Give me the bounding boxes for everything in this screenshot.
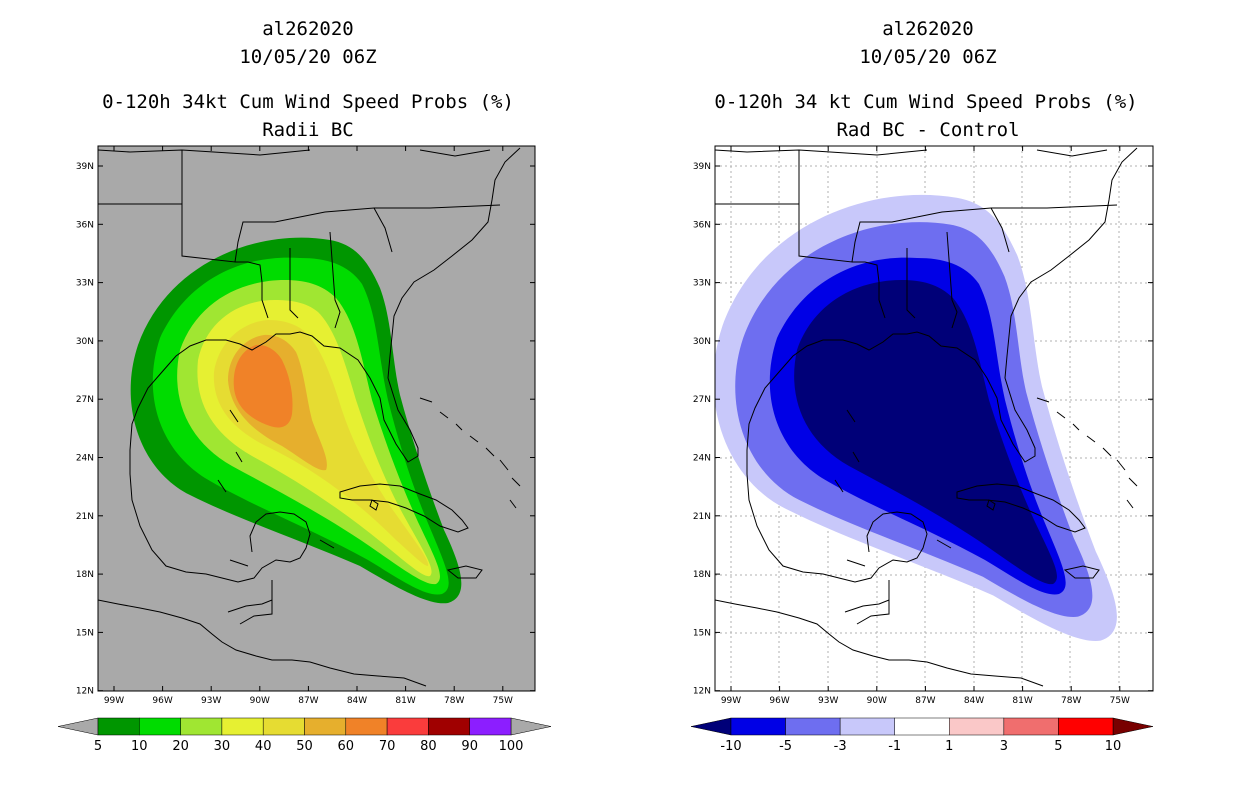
left-lat-label: 39N: [76, 162, 94, 172]
left-lat-label: 15N: [76, 628, 94, 638]
left-lon-label: 96W: [152, 696, 172, 706]
right-lon-label: 78W: [1061, 696, 1081, 706]
right-datetime: 10/05/20 06Z: [859, 46, 997, 68]
right-colorbar-swatch: [730, 717, 786, 736]
left-colorbar-swatch: [386, 717, 429, 736]
left-colorbar-label: 70: [379, 739, 396, 754]
right-lat-label: 33N: [693, 279, 711, 289]
left-lat-label: 30N: [76, 337, 94, 347]
left-lat-label: 18N: [76, 570, 94, 580]
right-colorbar-label: -1: [888, 739, 901, 754]
left-map-frame: [97, 145, 536, 692]
left-storm-id: al262020: [262, 18, 354, 40]
right-colorbar-label: -3: [834, 739, 847, 754]
left-lat-label: 36N: [76, 220, 94, 230]
left-colorbar-swatch: [469, 717, 512, 736]
left-lon-label: 87W: [298, 696, 318, 706]
left-datetime: 10/05/20 06Z: [239, 46, 377, 68]
left-colorbar-swatch: [221, 717, 264, 736]
right-lon-label: 99W: [721, 696, 741, 706]
right-lon-ticks: 99W 96W 93W 90W 87W 84W 81W 78W 75W: [721, 146, 1130, 706]
left-lon-ticks: 99W 96W 93W 90W 87W 84W 81W 78W 75W: [104, 146, 513, 706]
right-lat-label: 24N: [693, 454, 711, 464]
left-lon-label: 93W: [201, 696, 221, 706]
left-colorbar-label: 90: [461, 739, 478, 754]
right-lon-label: 90W: [867, 696, 887, 706]
left-lon-label: 75W: [493, 696, 513, 706]
right-lon-label: 96W: [769, 696, 789, 706]
left-lon-label: 78W: [444, 696, 464, 706]
left-colorbar-swatch: [262, 717, 305, 736]
left-colorbar-swatch: [139, 717, 181, 736]
left-map-subtitle: Radii BC: [262, 119, 354, 141]
left-lat-label: 21N: [76, 512, 94, 522]
left-colorbar-label: 20: [172, 739, 189, 754]
right-colorbar: -10 -5 -3 -1 1 3 5 10: [690, 717, 1154, 754]
right-colorbar-label: 1: [945, 739, 953, 754]
right-lon-label: 87W: [915, 696, 935, 706]
right-lon-label: 84W: [964, 696, 984, 706]
right-lon-label: 81W: [1012, 696, 1032, 706]
right-colorbar-high-arrow: [1112, 717, 1154, 736]
right-map-subtitle: Rad BC - Control: [836, 119, 1020, 141]
right-colorbar-swatch: [839, 717, 895, 736]
left-lat-ticks: 39N 36N 33N 30N 27N 24N 21N 18N 15N 12N: [76, 162, 535, 697]
left-colorbar-swatch: [180, 717, 223, 736]
right-lon-label: 93W: [818, 696, 838, 706]
left-lon-label: 81W: [395, 696, 415, 706]
right-colorbar-label: 10: [1105, 739, 1122, 754]
left-lon-label: 84W: [347, 696, 367, 706]
right-colorbar-label: 3: [1000, 739, 1008, 754]
left-colorbar-label: 10: [131, 739, 148, 754]
right-colorbar-label: 5: [1054, 739, 1062, 754]
left-lat-label: 33N: [76, 279, 94, 289]
right-lon-label: 75W: [1110, 696, 1130, 706]
left-map-title: 0-120h 34kt Cum Wind Speed Probs (%): [102, 91, 514, 113]
right-lat-label: 15N: [693, 628, 711, 638]
left-colorbar: 5 10 20 30 40 50 60 70 80 90 100: [57, 717, 552, 754]
right-storm-id: al262020: [882, 18, 974, 40]
right-lat-label: 18N: [693, 570, 711, 580]
left-lon-label: 90W: [250, 696, 270, 706]
left-colorbar-label: 40: [255, 739, 272, 754]
right-map-frame: [714, 145, 1154, 692]
right-map-title: 0-120h 34 kt Cum Wind Speed Probs (%): [714, 91, 1138, 113]
left-map-panel: 39N 36N 33N 30N 27N 24N 21N 18N 15N 12N 99W 96W 93W…: [76, 145, 536, 706]
right-colorbar-label: -10: [720, 739, 741, 754]
right-lat-label: 30N: [693, 337, 711, 347]
left-colorbar-label: 100: [499, 739, 524, 754]
left-colorbar-swatch: [304, 717, 347, 736]
left-colorbar-high-arrow: [510, 717, 552, 736]
left-lat-label: 24N: [76, 454, 94, 464]
left-colorbar-label: 60: [338, 739, 355, 754]
right-lat-label: 36N: [693, 220, 711, 230]
left-lon-label: 99W: [104, 696, 124, 706]
right-colorbar-swatch: [949, 717, 1005, 736]
right-colorbar-swatch: [1003, 717, 1059, 736]
left-colorbar-swatch: [345, 717, 388, 736]
right-lat-label: 39N: [693, 162, 711, 172]
left-colorbar-label: 80: [420, 739, 437, 754]
left-colorbar-swatch: [97, 717, 140, 736]
right-lat-ticks: 39N 36N 33N 30N 27N 24N 21N 18N 15N 12N: [693, 162, 1153, 697]
left-colorbar-label: 50: [296, 739, 313, 754]
right-colorbar-swatch: [785, 717, 841, 736]
right-colorbar-swatch: [894, 717, 950, 736]
left-lat-label: 12N: [76, 687, 94, 697]
right-colorbar-low-arrow: [690, 717, 732, 736]
left-colorbar-label: 5: [94, 739, 102, 754]
left-colorbar-label: 30: [214, 739, 231, 754]
left-colorbar-swatch: [428, 717, 470, 736]
right-colorbar-swatch: [1058, 717, 1114, 736]
right-lat-label: 21N: [693, 512, 711, 522]
right-colorbar-label: -5: [779, 739, 792, 754]
right-map-panel: 39N 36N 33N 30N 27N 24N 21N 18N 15N 12N 99W 96W 93W…: [693, 145, 1154, 706]
right-lat-label: 12N: [693, 687, 711, 697]
left-colorbar-low-arrow: [57, 717, 99, 736]
right-lat-label: 27N: [693, 395, 711, 405]
left-lat-label: 27N: [76, 395, 94, 405]
